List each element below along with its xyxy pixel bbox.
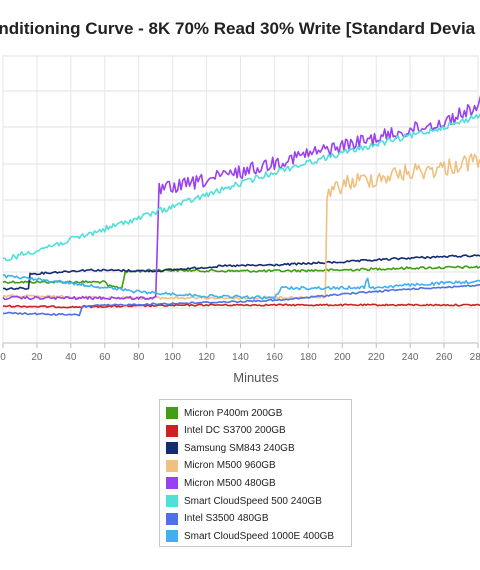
legend-entry: Samsung SM843 240GB — [166, 440, 295, 456]
x-axis-label: Minutes — [233, 370, 279, 385]
legend-swatch — [166, 407, 178, 419]
legend-label: Micron M500 960GB — [184, 460, 276, 472]
legend-entry: Smart CloudSpeed 500 240GB — [166, 493, 322, 509]
x-tick-label: 140 — [232, 352, 249, 363]
series-line — [2, 283, 480, 317]
legend-label: Micron M500 480GB — [184, 477, 276, 489]
x-tick-label: 0 — [0, 352, 6, 363]
x-tick-label: 120 — [198, 352, 215, 363]
legend-entry: Smart CloudSpeed 1000E 400GB — [166, 528, 334, 544]
legend-swatch — [166, 442, 178, 455]
legend-entry: Micron M500 480GB — [166, 475, 276, 491]
legend-label: Intel DC S3700 200GB — [184, 425, 286, 437]
series-line — [2, 265, 480, 289]
x-tick-labels: 0 20 40 60 80 100 120 140 160 180 200 220 240 260 280 — [0, 352, 480, 363]
legend-entry: Intel DC S3700 200GB — [166, 423, 286, 439]
series-line — [2, 274, 480, 300]
legend-label: Intel S3500 480GB — [184, 513, 269, 525]
x-tick-label: 200 — [334, 352, 351, 363]
x-tick-label: 160 — [266, 352, 283, 363]
series-line — [3, 303, 480, 309]
legend-label: Smart CloudSpeed 1000E 400GB — [184, 530, 335, 542]
legend-entry: Intel S3500 480GB — [166, 511, 269, 527]
legend-swatch — [166, 477, 178, 490]
legend-entry: Micron P400m 200GB — [166, 405, 282, 421]
chart-title: onditioning Curve - 8K 70% Read 30% Writ… — [0, 19, 476, 38]
x-tick-label: 100 — [164, 352, 181, 363]
x-tick-label: 220 — [368, 352, 385, 363]
legend: Micron P400m 200GB Intel DC S3700 200GB Sa… — [159, 399, 352, 547]
series-line — [2, 113, 480, 262]
x-tick-label: 240 — [402, 352, 419, 363]
legend-swatch — [166, 530, 178, 543]
series-line — [2, 153, 480, 300]
legend-swatch — [166, 512, 178, 525]
legend-entry: Micron M500 960GB — [166, 458, 276, 474]
series-line — [2, 254, 480, 291]
x-tick-label: 60 — [99, 352, 111, 363]
legend-label: Micron P400m 200GB — [184, 407, 283, 419]
x-tick-label: 80 — [133, 352, 145, 363]
legend-swatch — [166, 459, 178, 472]
legend-swatch — [166, 424, 178, 437]
x-tick-label: 40 — [65, 352, 77, 363]
legend-label: Smart CloudSpeed 500 240GB — [184, 495, 322, 507]
x-tick-label: 280 — [470, 352, 480, 363]
x-tick-label: 20 — [31, 352, 43, 363]
x-tick-label: 260 — [436, 352, 453, 363]
x-tick-label: 180 — [300, 352, 317, 363]
series-lines — [2, 95, 480, 317]
legend-swatch — [166, 495, 178, 507]
legend-label: Samsung SM843 240GB — [184, 442, 295, 454]
grid-lines — [2, 55, 479, 348]
